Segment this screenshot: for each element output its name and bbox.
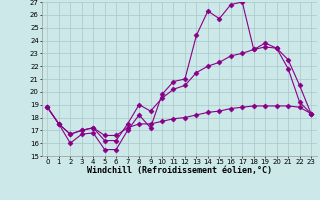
X-axis label: Windchill (Refroidissement éolien,°C): Windchill (Refroidissement éolien,°C) [87, 166, 272, 175]
